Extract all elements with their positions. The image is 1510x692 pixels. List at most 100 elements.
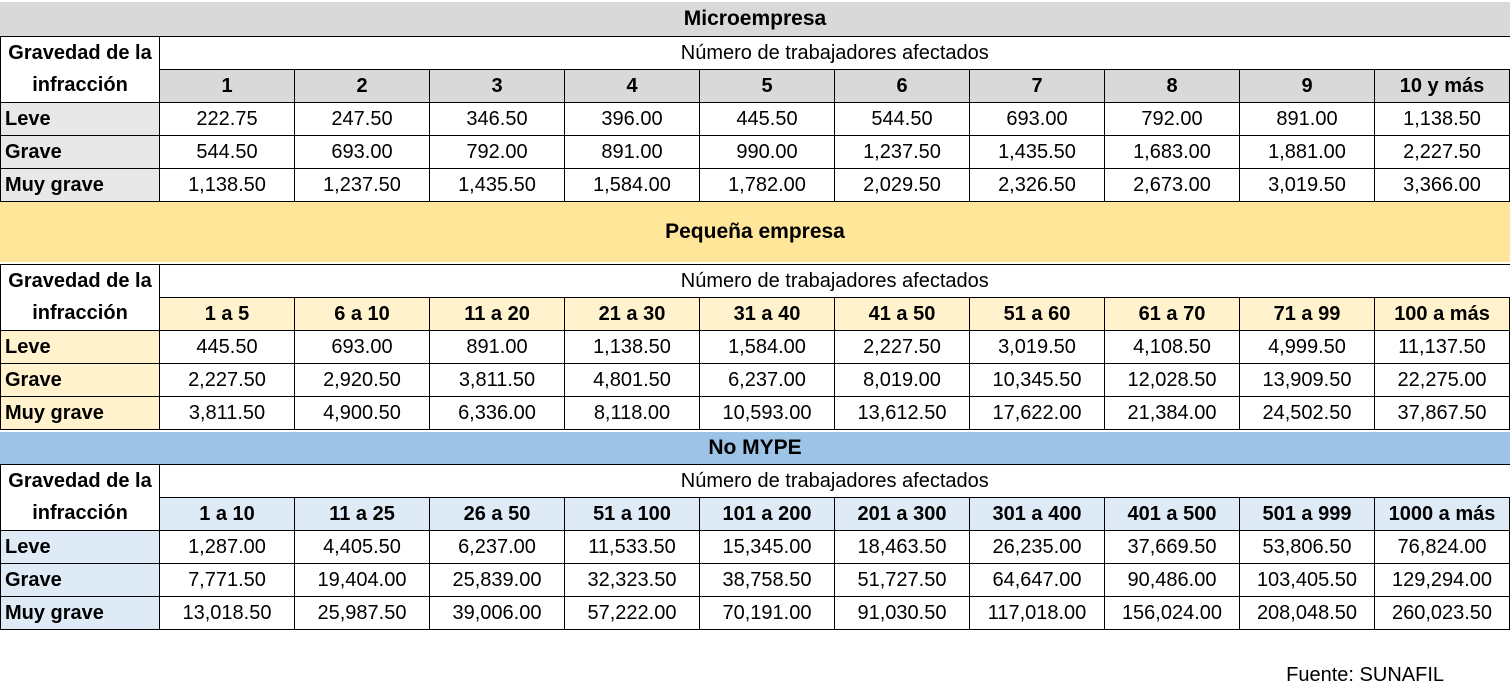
fine-amount-cell: 19,404.00 bbox=[294, 563, 430, 597]
column-header: 31 a 40 bbox=[699, 297, 835, 331]
fine-amount-cell: 53,806.50 bbox=[1239, 530, 1375, 564]
table-row: Grave 7,771.50 19,404.00 25,839.00 32,323.50… bbox=[0, 563, 1510, 597]
row-label: Leve bbox=[0, 330, 160, 364]
fine-amount-cell: 13,909.50 bbox=[1239, 363, 1375, 397]
table-pequena-empresa: Gravedad de la infracción Número de traba… bbox=[0, 264, 1510, 430]
source-note: Fuente: SUNAFIL bbox=[1286, 664, 1444, 686]
column-header: 10 y más bbox=[1373, 69, 1510, 103]
fine-amount-cell: 4,405.50 bbox=[294, 530, 430, 564]
fine-amount-cell: 18,463.50 bbox=[834, 530, 970, 564]
fine-amount-cell: 1,138.50 bbox=[564, 330, 700, 364]
fine-amount-cell: 24,502.50 bbox=[1239, 396, 1375, 430]
column-header: 4 bbox=[564, 69, 700, 103]
row-label: Grave bbox=[0, 135, 160, 169]
fine-amount-cell: 544.50 bbox=[159, 135, 295, 169]
fine-amount-cell: 13,018.50 bbox=[159, 596, 295, 630]
fine-amount-cell: 11,137.50 bbox=[1373, 330, 1510, 364]
row-label: Leve bbox=[0, 102, 160, 136]
fine-amount-cell: 39,006.00 bbox=[429, 596, 565, 630]
fine-amount-cell: 3,811.50 bbox=[429, 363, 565, 397]
fine-amount-cell: 445.50 bbox=[159, 330, 295, 364]
fine-amount-cell: 2,029.50 bbox=[834, 168, 970, 202]
fine-amount-cell: 57,222.00 bbox=[564, 596, 700, 630]
table-microempresa: Gravedad de la infracción Número de traba… bbox=[0, 36, 1510, 202]
fine-amount-cell: 2,673.00 bbox=[1104, 168, 1240, 202]
column-header: 26 a 50 bbox=[429, 497, 565, 531]
column-header: 1 a 5 bbox=[159, 297, 295, 331]
fine-amount-cell: 792.00 bbox=[1104, 102, 1240, 136]
column-header: 3 bbox=[429, 69, 565, 103]
fine-amount-cell: 260,023.50 bbox=[1373, 596, 1510, 630]
severity-column-header: Gravedad de la infracción bbox=[0, 36, 160, 103]
fine-amount-cell: 693.00 bbox=[294, 135, 430, 169]
table-row: Leve 1,287.00 4,405.50 6,237.00 11,533.50 15,… bbox=[0, 530, 1510, 564]
workers-affected-header: Número de trabajadores afectados bbox=[158, 464, 1510, 498]
column-header: 1 a 10 bbox=[159, 497, 295, 531]
fine-amount-cell: 4,999.50 bbox=[1239, 330, 1375, 364]
fine-amount-cell: 38,758.50 bbox=[699, 563, 835, 597]
column-header: 101 a 200 bbox=[699, 497, 835, 531]
table-row: Grave 544.50 693.00 792.00 891.00 990.00 1,237… bbox=[0, 135, 1510, 169]
row-label: Grave bbox=[0, 563, 160, 597]
fine-amount-cell: 2,326.50 bbox=[969, 168, 1105, 202]
fine-amount-cell: 1,435.50 bbox=[969, 135, 1105, 169]
section-title-pequena-empresa: Pequeña empresa bbox=[0, 202, 1510, 262]
column-header: 8 bbox=[1104, 69, 1240, 103]
fine-amount-cell: 247.50 bbox=[294, 102, 430, 136]
column-header: 71 a 99 bbox=[1239, 297, 1375, 331]
fine-amount-cell: 13,612.50 bbox=[834, 396, 970, 430]
row-label: Muy grave bbox=[0, 168, 160, 202]
fine-amount-cell: 8,118.00 bbox=[564, 396, 700, 430]
severity-column-header: Gravedad de la infracción bbox=[0, 264, 160, 331]
fine-amount-cell: 117,018.00 bbox=[969, 596, 1105, 630]
column-header: 11 a 25 bbox=[294, 497, 430, 531]
fine-amount-cell: 6,237.00 bbox=[429, 530, 565, 564]
fine-amount-cell: 346.50 bbox=[429, 102, 565, 136]
fine-amount-cell: 1,584.00 bbox=[699, 330, 835, 364]
severity-column-header: Gravedad de la infracción bbox=[0, 464, 160, 531]
fine-amount-cell: 8,019.00 bbox=[834, 363, 970, 397]
fine-amount-cell: 208,048.50 bbox=[1239, 596, 1375, 630]
row-label: Muy grave bbox=[0, 596, 160, 630]
column-header: 51 a 60 bbox=[969, 297, 1105, 331]
fine-amount-cell: 17,622.00 bbox=[969, 396, 1105, 430]
fine-amount-cell: 3,019.50 bbox=[1239, 168, 1375, 202]
fine-amount-cell: 1,881.00 bbox=[1239, 135, 1375, 169]
fine-amount-cell: 10,593.00 bbox=[699, 396, 835, 430]
table-row: Muy grave 1,138.50 1,237.50 1,435.50 1,584.0… bbox=[0, 168, 1510, 202]
fine-amount-cell: 76,824.00 bbox=[1373, 530, 1510, 564]
table-row: Leve 445.50 693.00 891.00 1,138.50 1,584.00 2,… bbox=[0, 330, 1510, 364]
section-title-microempresa: Microempresa bbox=[0, 2, 1510, 36]
column-header: 6 a 10 bbox=[294, 297, 430, 331]
fine-amount-cell: 11,533.50 bbox=[564, 530, 700, 564]
table-row: Leve 222.75 247.50 346.50 396.00 445.50 544.50… bbox=[0, 102, 1510, 136]
fine-amount-cell: 1,138.50 bbox=[159, 168, 295, 202]
row-label: Grave bbox=[0, 363, 160, 397]
fine-amount-cell: 792.00 bbox=[429, 135, 565, 169]
column-header: 11 a 20 bbox=[429, 297, 565, 331]
workers-affected-header: Número de trabajadores afectados bbox=[158, 264, 1510, 298]
table-row: Muy grave 3,811.50 4,900.50 6,336.00 8,118.0… bbox=[0, 396, 1510, 430]
column-header: 501 a 999 bbox=[1239, 497, 1375, 531]
column-header: 201 a 300 bbox=[834, 497, 970, 531]
column-header: 6 bbox=[834, 69, 970, 103]
fine-amount-cell: 91,030.50 bbox=[834, 596, 970, 630]
fine-amount-cell: 32,323.50 bbox=[564, 563, 700, 597]
fine-amount-cell: 3,811.50 bbox=[159, 396, 295, 430]
fine-amount-cell: 22,275.00 bbox=[1373, 363, 1510, 397]
fine-amount-cell: 6,237.00 bbox=[699, 363, 835, 397]
fine-amount-cell: 103,405.50 bbox=[1239, 563, 1375, 597]
column-header: 1000 a más bbox=[1373, 497, 1510, 531]
fine-amount-cell: 693.00 bbox=[294, 330, 430, 364]
table-no-mype: Gravedad de la infracción Número de traba… bbox=[0, 464, 1510, 630]
fine-amount-cell: 1,287.00 bbox=[159, 530, 295, 564]
column-header: 301 a 400 bbox=[969, 497, 1105, 531]
fine-amount-cell: 445.50 bbox=[699, 102, 835, 136]
fine-amount-cell: 2,227.50 bbox=[834, 330, 970, 364]
fine-amount-cell: 129,294.00 bbox=[1373, 563, 1510, 597]
column-header: 100 a más bbox=[1373, 297, 1510, 331]
fine-amount-cell: 1,237.50 bbox=[834, 135, 970, 169]
fine-amount-cell: 891.00 bbox=[564, 135, 700, 169]
fine-amount-cell: 891.00 bbox=[1239, 102, 1375, 136]
fine-amount-cell: 90,486.00 bbox=[1104, 563, 1240, 597]
